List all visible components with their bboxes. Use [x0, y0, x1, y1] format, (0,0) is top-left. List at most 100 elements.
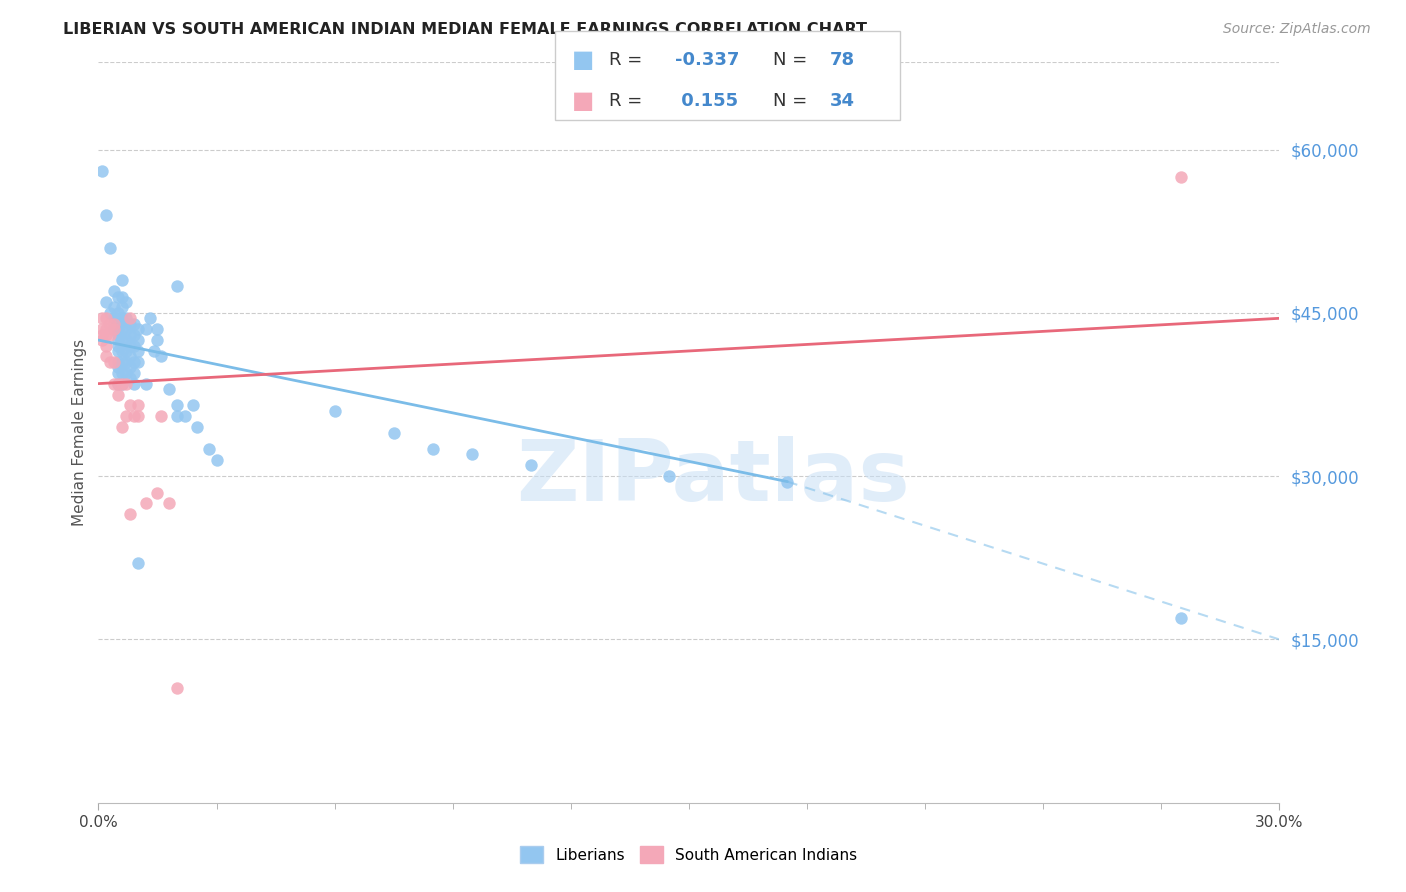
- Text: ZIPatlas: ZIPatlas: [516, 435, 910, 518]
- Point: [186, 420, 208, 434]
- Point: [115, 409, 138, 424]
- Point: [146, 322, 169, 336]
- Point: [122, 338, 145, 352]
- Point: [111, 343, 134, 358]
- Point: [111, 273, 134, 287]
- Text: -0.337: -0.337: [675, 51, 740, 69]
- Point: [111, 322, 134, 336]
- Text: N =: N =: [773, 92, 813, 110]
- Point: [115, 355, 138, 369]
- Point: [127, 556, 149, 570]
- Point: [96, 295, 118, 310]
- Point: [98, 240, 121, 255]
- Point: [122, 327, 145, 342]
- Point: [150, 409, 173, 424]
- Point: [135, 376, 157, 391]
- Point: [107, 360, 129, 375]
- Point: [166, 409, 188, 424]
- Point: [118, 371, 141, 385]
- Point: [91, 164, 114, 178]
- Point: [115, 366, 138, 380]
- Point: [118, 311, 141, 326]
- Point: [103, 301, 125, 315]
- Point: [122, 376, 145, 391]
- Point: [115, 376, 138, 391]
- Text: 78: 78: [830, 51, 855, 69]
- Text: R =: R =: [609, 92, 648, 110]
- Point: [111, 311, 134, 326]
- Text: ■: ■: [572, 48, 595, 71]
- Point: [122, 355, 145, 369]
- Text: Source: ZipAtlas.com: Source: ZipAtlas.com: [1223, 22, 1371, 37]
- Point: [96, 322, 118, 336]
- Point: [115, 343, 138, 358]
- Point: [142, 343, 165, 358]
- Point: [118, 327, 141, 342]
- Point: [91, 311, 114, 326]
- Point: [197, 442, 219, 456]
- Point: [103, 322, 125, 336]
- Point: [382, 425, 405, 440]
- Point: [146, 485, 169, 500]
- Point: [122, 366, 145, 380]
- Point: [115, 322, 138, 336]
- Point: [181, 398, 204, 412]
- Point: [96, 327, 118, 342]
- Point: [166, 278, 188, 293]
- Point: [107, 355, 129, 369]
- Point: [115, 295, 138, 310]
- Point: [174, 409, 197, 424]
- Point: [1170, 169, 1192, 184]
- Point: [127, 333, 149, 347]
- Point: [107, 317, 129, 331]
- Point: [98, 317, 121, 331]
- Point: [422, 442, 444, 456]
- Point: [103, 311, 125, 326]
- Point: [111, 333, 134, 347]
- Point: [111, 376, 134, 391]
- Point: [91, 327, 114, 342]
- Point: [111, 355, 134, 369]
- Text: 34: 34: [830, 92, 855, 110]
- Point: [107, 306, 129, 320]
- Point: [127, 343, 149, 358]
- Point: [107, 322, 129, 336]
- Point: [96, 208, 118, 222]
- Point: [111, 289, 134, 303]
- Point: [118, 317, 141, 331]
- Point: [107, 376, 129, 391]
- Text: LIBERIAN VS SOUTH AMERICAN INDIAN MEDIAN FEMALE EARNINGS CORRELATION CHART: LIBERIAN VS SOUTH AMERICAN INDIAN MEDIAN…: [63, 22, 868, 37]
- Text: R =: R =: [609, 51, 648, 69]
- Point: [122, 409, 145, 424]
- Point: [103, 284, 125, 298]
- Point: [166, 398, 188, 412]
- Point: [127, 322, 149, 336]
- Point: [115, 311, 138, 326]
- Point: [118, 508, 141, 522]
- Text: ■: ■: [572, 89, 595, 112]
- Point: [146, 333, 169, 347]
- Y-axis label: Median Female Earnings: Median Female Earnings: [72, 339, 87, 526]
- Point: [103, 317, 125, 331]
- Point: [1170, 610, 1192, 624]
- Point: [91, 322, 114, 336]
- Point: [118, 360, 141, 375]
- Point: [96, 338, 118, 352]
- Point: [111, 376, 134, 391]
- Point: [96, 350, 118, 364]
- Point: [107, 343, 129, 358]
- Point: [118, 398, 141, 412]
- Point: [111, 420, 134, 434]
- Legend: Liberians, South American Indians: Liberians, South American Indians: [515, 840, 863, 869]
- Point: [157, 382, 180, 396]
- Point: [98, 327, 121, 342]
- Point: [520, 458, 543, 473]
- Point: [96, 311, 118, 326]
- Point: [118, 350, 141, 364]
- Point: [111, 301, 134, 315]
- Point: [776, 475, 799, 489]
- Point: [98, 355, 121, 369]
- Point: [135, 322, 157, 336]
- Point: [658, 469, 681, 483]
- Point: [107, 338, 129, 352]
